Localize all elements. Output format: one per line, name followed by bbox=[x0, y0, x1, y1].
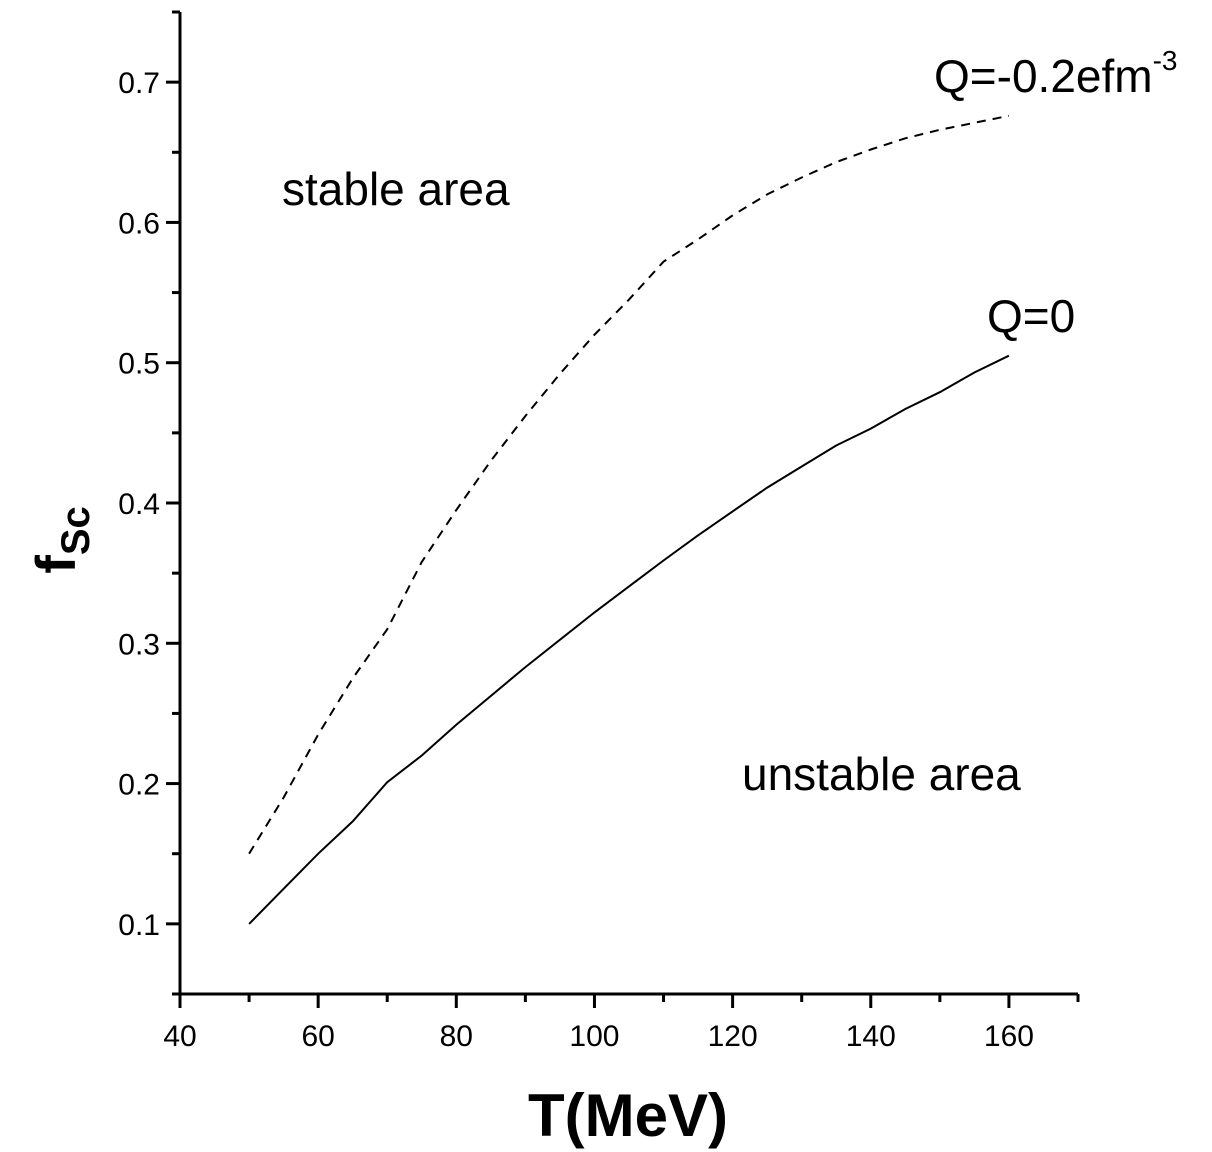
y-axis-label-sub: Sc bbox=[54, 506, 98, 555]
series-label-q-neg-main: Q=-0.2efm bbox=[934, 50, 1153, 102]
x-tick-label-160: 160 bbox=[984, 1020, 1034, 1053]
series-line-q-neg bbox=[248, 114, 1010, 855]
x-tick-label-100: 100 bbox=[569, 1020, 619, 1053]
series-label-q-neg-sup: -3 bbox=[1153, 45, 1178, 76]
y-tick-label-0.3: 0.3 bbox=[118, 628, 160, 661]
y-tick-label-0.7: 0.7 bbox=[118, 67, 160, 100]
annotation-unstable-area: unstable area bbox=[742, 748, 1021, 800]
x-tick-label-140: 140 bbox=[846, 1020, 896, 1053]
x-tick-label-120: 120 bbox=[708, 1020, 758, 1053]
series-label-q-neg: Q=-0.2efm-3 bbox=[934, 45, 1178, 102]
x-axis-label: T(MeV) bbox=[528, 1082, 728, 1149]
axes bbox=[178, 12, 1078, 996]
y-tick-label-0.6: 0.6 bbox=[118, 207, 160, 240]
y-tick-label-0.1: 0.1 bbox=[118, 909, 160, 942]
y-tick-label-0.4: 0.4 bbox=[118, 488, 160, 521]
y-tick-label-0.2: 0.2 bbox=[118, 769, 160, 802]
y-axis-label: fSc bbox=[24, 506, 98, 574]
series-group bbox=[248, 114, 1010, 925]
svg-text:fSc: fSc bbox=[24, 506, 98, 574]
series-label-q0: Q=0 bbox=[987, 290, 1075, 342]
x-tick-label-80: 80 bbox=[440, 1020, 473, 1053]
x-tick-label-40: 40 bbox=[163, 1020, 196, 1053]
x-tick-label-60: 60 bbox=[301, 1020, 334, 1053]
y-axis-label-main: f bbox=[24, 555, 87, 574]
series-line-q0 bbox=[248, 354, 1010, 925]
ticks: 40 60 80 100 120 140 160 0.1 0.2 0.3 0.4 0.5 0.6 0.7 bbox=[118, 10, 1080, 1053]
annotation-stable-area: stable area bbox=[282, 163, 510, 215]
y-tick-label-0.5: 0.5 bbox=[118, 348, 160, 381]
